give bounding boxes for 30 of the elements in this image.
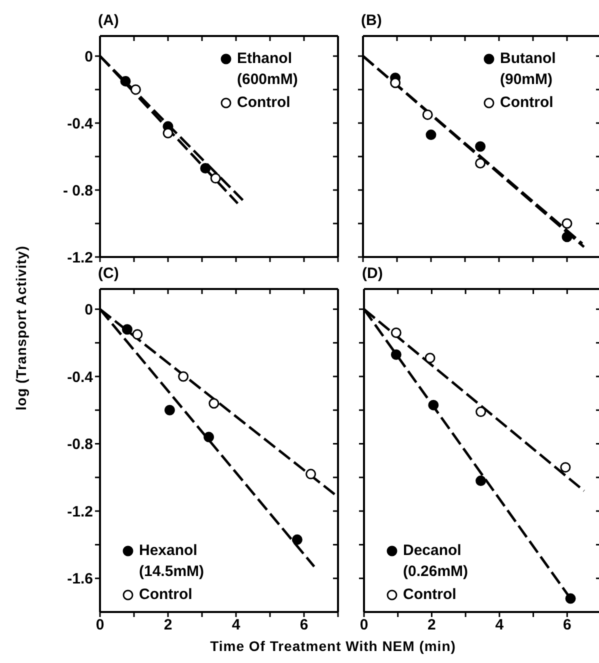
legend-label: Butanol (90mM)	[500, 49, 557, 90]
x-axis-title: Time Of Treatment With NEM (min)	[209, 638, 457, 654]
y-tick-label: -0.8	[67, 436, 93, 454]
legend-label: Control	[237, 93, 292, 113]
legend-label: Ethanol (600mM)	[237, 49, 299, 90]
y-tick-label: 0	[84, 48, 93, 66]
legend-label: Control	[403, 585, 458, 605]
y-axis-title: log (Transport Activity)	[13, 244, 29, 412]
x-tick-label: 2	[428, 616, 436, 634]
x-tick-label: 6	[562, 616, 572, 634]
y-tick-label: 0	[84, 302, 93, 319]
legend-label: Control	[139, 585, 194, 605]
legend-label: Decanol (0.26mM)	[403, 541, 470, 582]
y-tick-label: -0.4	[67, 115, 94, 132]
legend-label: Hexanol (14.5mM)	[139, 541, 206, 582]
x-tick-label: 6	[300, 616, 308, 634]
y-tick-label: - 0.8	[62, 182, 93, 200]
x-tick-label: 0	[360, 616, 368, 634]
y-tick-label: -1.6	[67, 570, 93, 588]
y-tick-label: -1.2	[67, 249, 93, 266]
chart-title: (B)	[361, 12, 382, 29]
chart-title: (C)	[98, 265, 119, 282]
y-tick-label: -1.2	[67, 503, 93, 520]
x-tick-label: 4	[232, 616, 241, 634]
chart-title: (A)	[98, 12, 119, 29]
legend-label: Control	[500, 93, 554, 113]
x-tick-label: 2	[164, 616, 172, 634]
y-tick-label: -0.4	[67, 368, 94, 386]
chart-title: (D)	[362, 265, 383, 282]
x-tick-label: 4	[495, 616, 504, 634]
